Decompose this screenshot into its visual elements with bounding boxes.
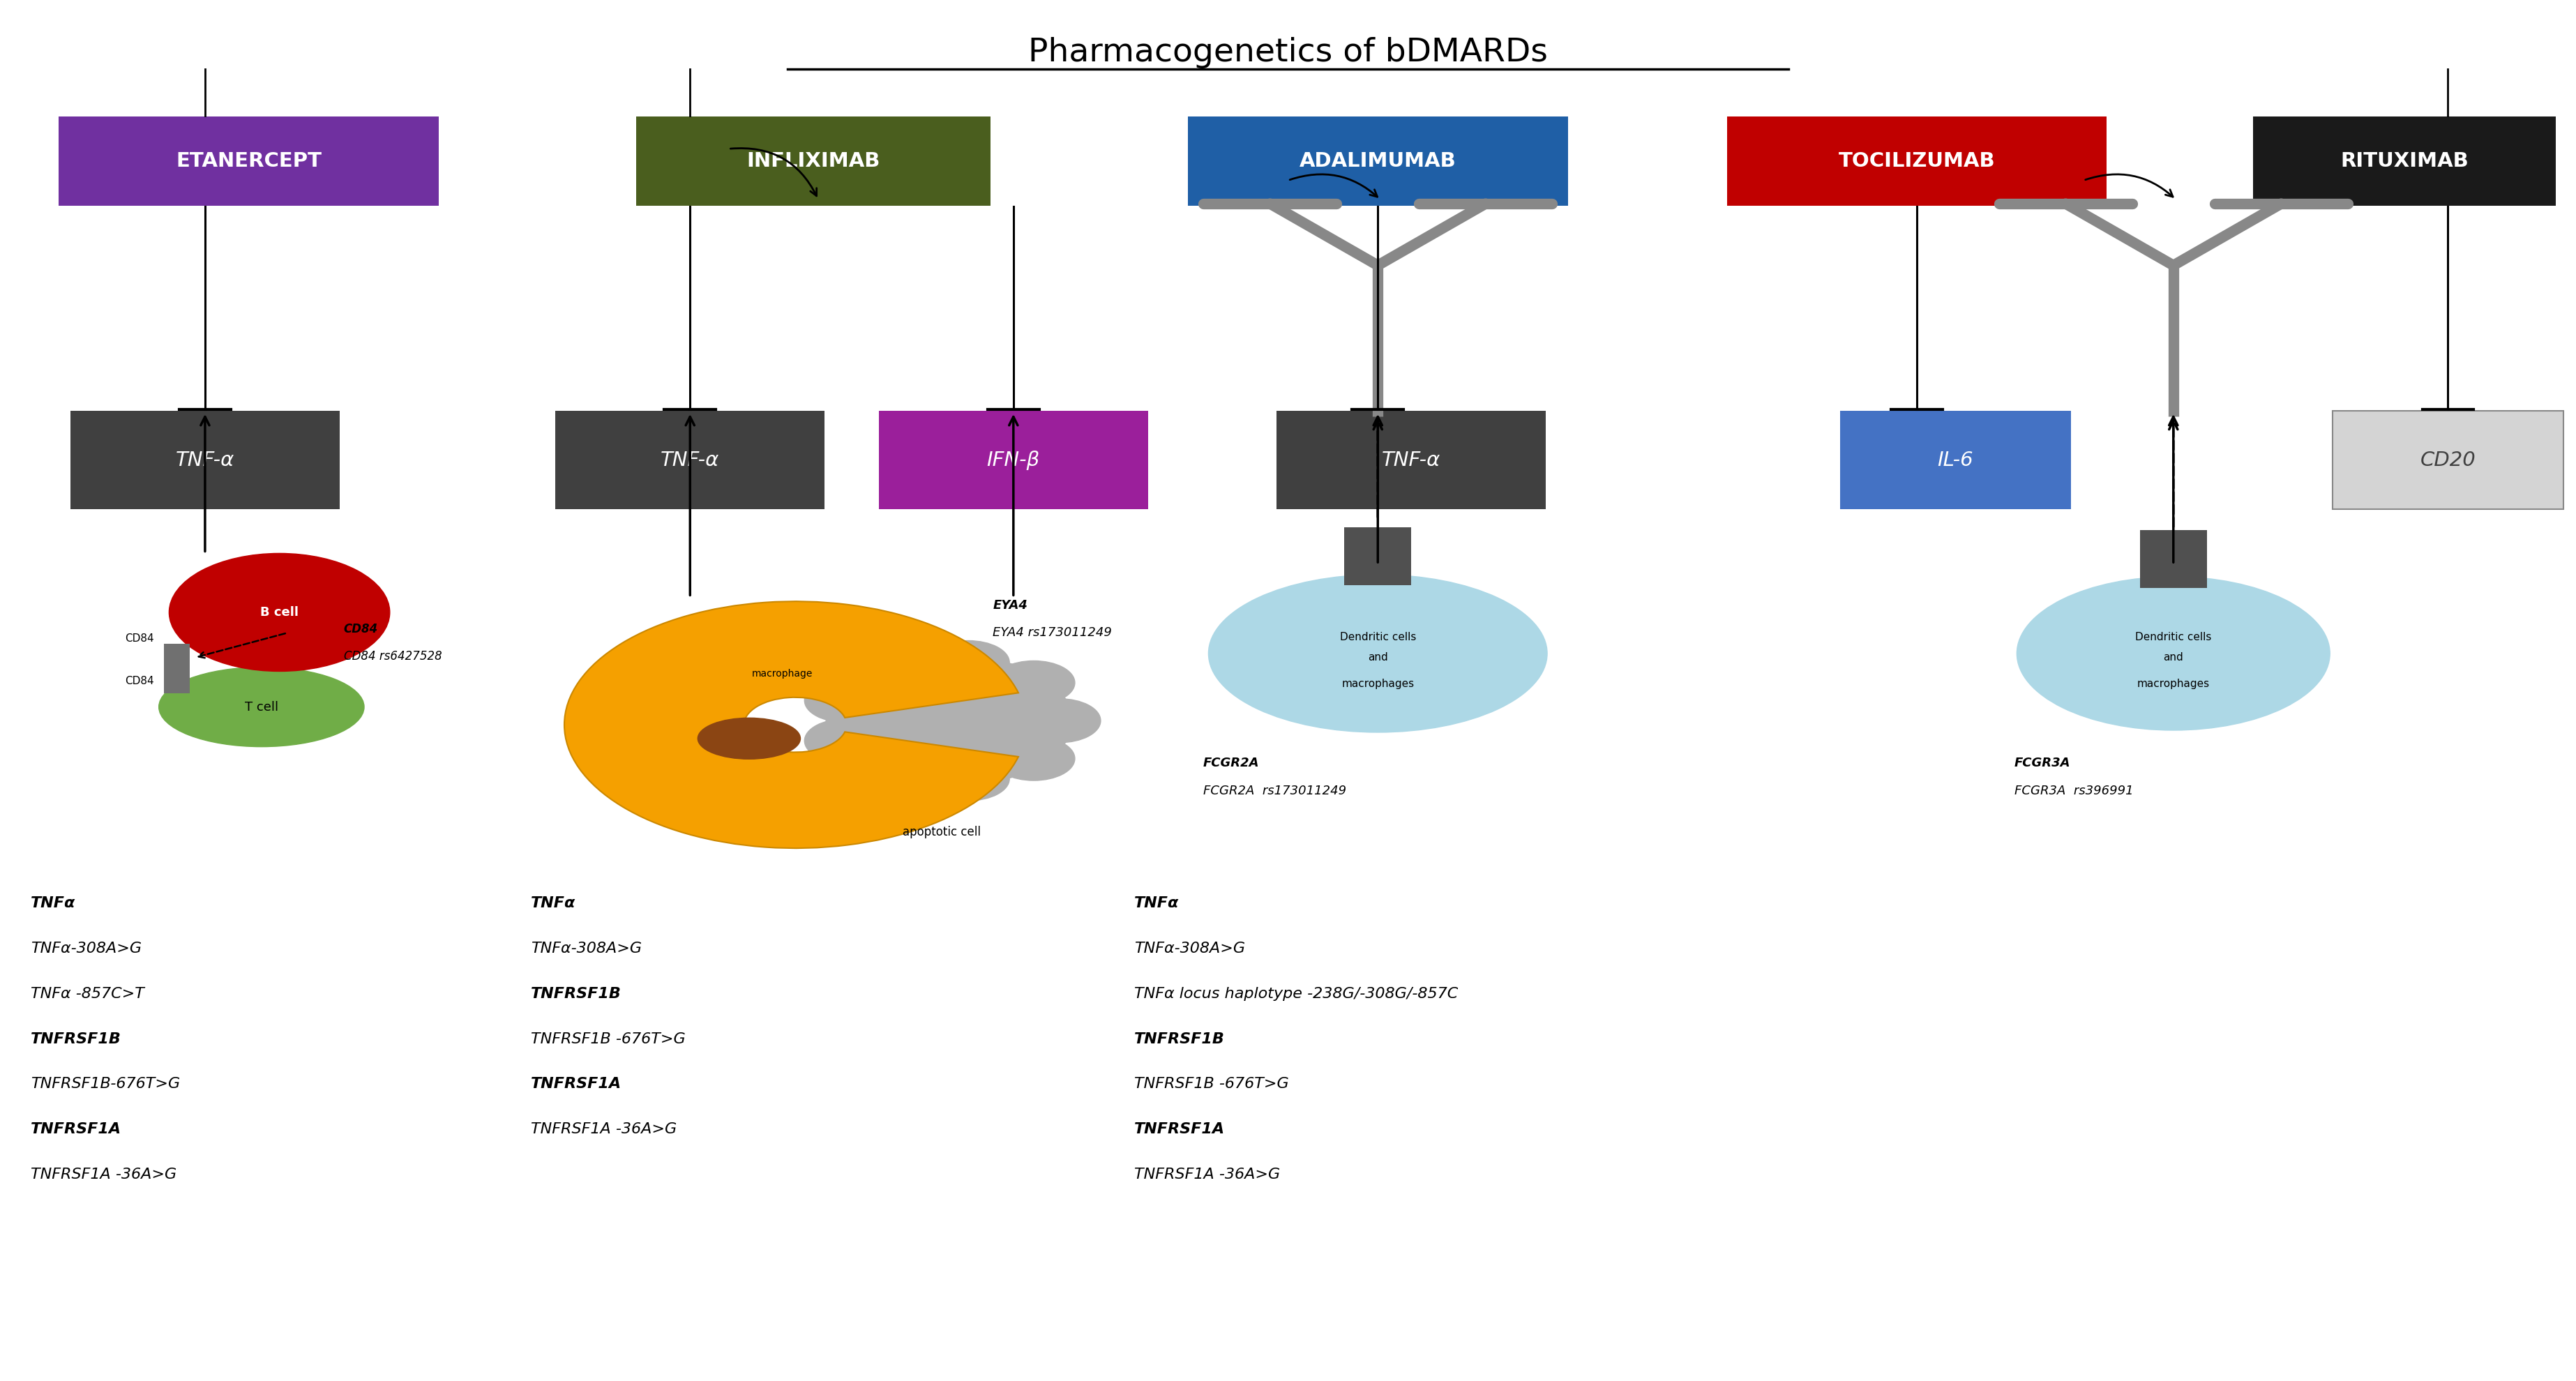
Circle shape (1018, 699, 1100, 743)
Bar (1345, 528, 1412, 586)
Circle shape (170, 554, 389, 671)
Text: TNFRSF1A -36A>G: TNFRSF1A -36A>G (531, 1123, 677, 1137)
Text: CD84: CD84 (343, 623, 379, 635)
Text: TNFRSF1A: TNFRSF1A (31, 1123, 121, 1137)
Text: EYA4: EYA4 (992, 599, 1028, 612)
Circle shape (827, 655, 1072, 787)
Text: ETANERCEPT: ETANERCEPT (175, 152, 322, 171)
Text: Dendritic cells: Dendritic cells (2136, 631, 2213, 642)
Circle shape (804, 678, 886, 722)
Circle shape (804, 720, 886, 762)
Text: FCGR3A  rs396991: FCGR3A rs396991 (2014, 784, 2133, 797)
Text: T cell: T cell (245, 700, 278, 713)
Text: TNFRSF1A: TNFRSF1A (531, 1077, 621, 1091)
Text: RITUXIMAB: RITUXIMAB (2339, 152, 2468, 171)
Text: Pharmacogenetics of bDMARDs: Pharmacogenetics of bDMARDs (1028, 37, 1548, 69)
Bar (165, 644, 191, 668)
Text: TNFα: TNFα (531, 896, 577, 910)
Circle shape (927, 641, 1010, 685)
Circle shape (992, 661, 1074, 704)
Bar (1726, 116, 2107, 206)
Text: TNFRSF1A -36A>G: TNFRSF1A -36A>G (31, 1168, 178, 1182)
Bar (165, 668, 191, 693)
Text: macrophage: macrophage (752, 670, 814, 679)
Ellipse shape (160, 667, 363, 747)
Bar (556, 410, 824, 510)
Bar (1278, 410, 1546, 510)
Ellipse shape (698, 718, 801, 760)
Text: TNFRSF1B -676T>G: TNFRSF1B -676T>G (1133, 1077, 1288, 1091)
Text: TNFα locus haplotype -238G/-308G/-857C: TNFα locus haplotype -238G/-308G/-857C (1133, 986, 1458, 1001)
Text: FCGR3A: FCGR3A (2014, 757, 2071, 769)
Circle shape (992, 736, 1074, 780)
Bar (2331, 410, 2563, 510)
Bar (2141, 530, 2208, 588)
Text: IL-6: IL-6 (1937, 450, 1973, 470)
Text: TNFRSF1B -676T>G: TNFRSF1B -676T>G (531, 1032, 685, 1045)
Text: IFN-β: IFN-β (987, 450, 1041, 470)
Text: macrophages: macrophages (2138, 678, 2210, 689)
Text: FCGR2A: FCGR2A (1203, 757, 1260, 769)
Text: CD84: CD84 (124, 675, 155, 686)
Bar (70, 410, 340, 510)
Text: TNF-α: TNF-α (659, 450, 719, 470)
Text: CD84 rs6427528: CD84 rs6427528 (343, 650, 440, 663)
Circle shape (853, 648, 935, 692)
Circle shape (927, 757, 1010, 801)
Text: TNFRSF1A -36A>G: TNFRSF1A -36A>G (1133, 1168, 1280, 1182)
Text: CD20: CD20 (2421, 450, 2476, 470)
Text: TNFRSF1A: TNFRSF1A (1133, 1123, 1224, 1137)
Text: TOCILIZUMAB: TOCILIZUMAB (1839, 152, 1994, 171)
Text: TNF-α: TNF-α (1381, 450, 1440, 470)
Text: CD84: CD84 (124, 632, 155, 644)
Text: macrophages: macrophages (1342, 678, 1414, 689)
Text: TNFα: TNFα (1133, 896, 1180, 910)
Bar (1839, 410, 2071, 510)
Text: TNFRSF1B: TNFRSF1B (1133, 1032, 1224, 1045)
Ellipse shape (2017, 577, 2329, 731)
Text: and: and (2164, 652, 2184, 663)
Text: TNFα-308A>G: TNFα-308A>G (1133, 942, 1244, 956)
Text: ADALIMUMAB: ADALIMUMAB (1298, 152, 1455, 171)
Bar (636, 116, 989, 206)
Bar (2254, 116, 2555, 206)
Text: and: and (1368, 652, 1388, 663)
Text: TNF-α: TNF-α (175, 450, 234, 470)
Text: apoptotic cell: apoptotic cell (902, 826, 981, 838)
Text: Dendritic cells: Dendritic cells (1340, 631, 1417, 642)
Wedge shape (564, 601, 1018, 848)
Text: INFLIXIMAB: INFLIXIMAB (747, 152, 881, 171)
Text: TNFα-308A>G: TNFα-308A>G (31, 942, 142, 956)
Circle shape (853, 750, 935, 794)
Bar (878, 410, 1149, 510)
Text: TNFRSF1B: TNFRSF1B (31, 1032, 121, 1045)
Bar (1188, 116, 1569, 206)
Text: TNFα-308A>G: TNFα-308A>G (531, 942, 641, 956)
Text: B cell: B cell (260, 606, 299, 619)
Text: TNFα: TNFα (31, 896, 75, 910)
Text: TNFα -857C>T: TNFα -857C>T (31, 986, 144, 1001)
Text: EYA4 rs173011249: EYA4 rs173011249 (992, 627, 1113, 639)
Ellipse shape (1208, 574, 1548, 732)
Bar (59, 116, 438, 206)
Text: FCGR2A  rs173011249: FCGR2A rs173011249 (1203, 784, 1347, 797)
Text: TNFRSF1B: TNFRSF1B (531, 986, 621, 1001)
Text: TNFRSF1B-676T>G: TNFRSF1B-676T>G (31, 1077, 180, 1091)
